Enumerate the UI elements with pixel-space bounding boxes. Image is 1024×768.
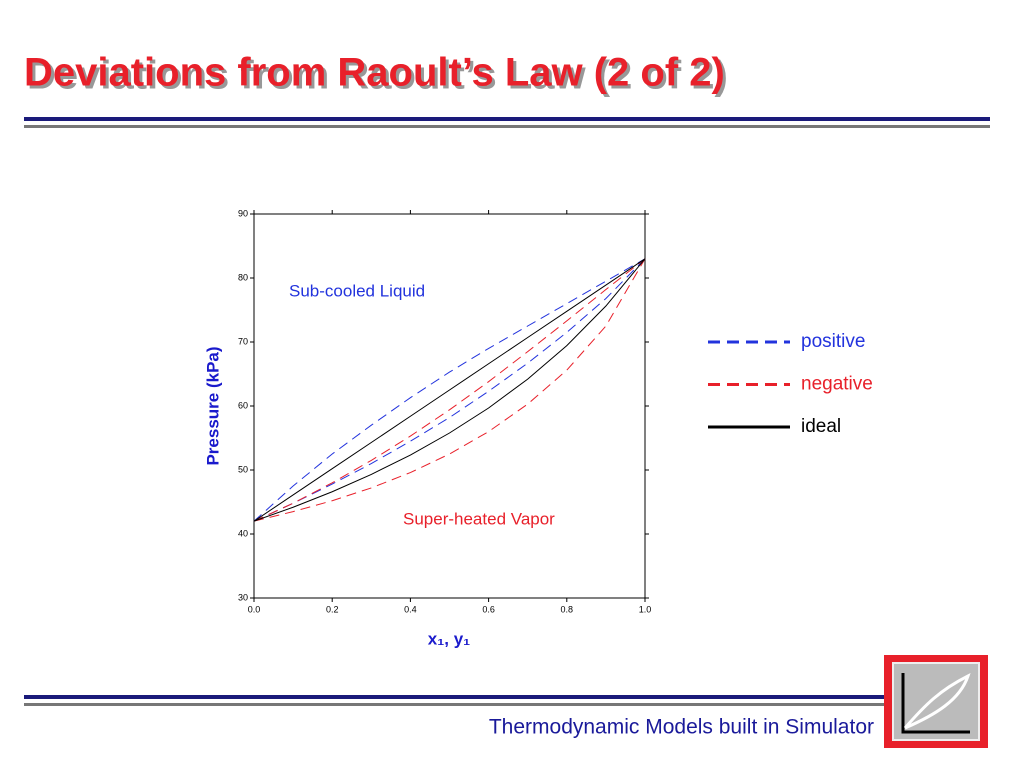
footer: Thermodynamic Models built in Simulator	[489, 716, 874, 739]
y-tick-label: 70	[238, 336, 248, 346]
rule	[24, 117, 990, 121]
y-tick-label: 50	[238, 464, 248, 474]
y-tick-label: 30	[238, 592, 248, 602]
plot-frame	[253, 213, 646, 599]
rule	[24, 703, 884, 706]
chart: Pressure (kPa) x₁, y₁ Sub-cooled Liquid …	[203, 281, 555, 648]
x-tick-label: 0.4	[404, 604, 417, 614]
title-shadow: Deviations from Raoult’s Law (2 of 2)	[27, 54, 728, 98]
curve	[253, 258, 646, 522]
slide-title: Deviations from Raoult’s Law (2 of 2)	[24, 51, 725, 95]
legend-label: ideal	[801, 416, 841, 437]
annotation: Sub-cooled Liquid	[289, 281, 425, 300]
x-tick-label: 0.8	[561, 604, 574, 614]
curve	[253, 258, 646, 522]
curve	[253, 258, 646, 522]
x-tick-label: 1.0	[639, 604, 652, 614]
x-tick-label: 0.2	[326, 604, 339, 614]
y-tick-label: 80	[238, 272, 248, 282]
curve	[253, 258, 646, 522]
rule	[24, 695, 884, 699]
rule	[24, 125, 990, 128]
y-axis-label: Pressure (kPa)	[203, 346, 222, 465]
x-tick-label: 0.6	[482, 604, 495, 614]
y-tick-label: 60	[238, 400, 248, 410]
y-tick-label: 90	[238, 208, 248, 218]
curve	[253, 258, 646, 522]
legend-label: positive	[801, 331, 865, 352]
legend-label: negative	[801, 374, 873, 395]
annotation: Super-heated Vapor	[403, 509, 555, 528]
curve	[253, 258, 646, 522]
logo	[884, 655, 988, 748]
x-tick-label: 0.0	[248, 604, 261, 614]
y-tick-label: 40	[238, 528, 248, 538]
x-axis-label: x₁, y₁	[428, 629, 470, 648]
